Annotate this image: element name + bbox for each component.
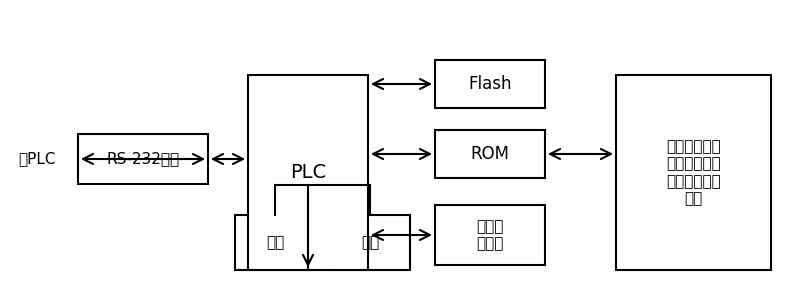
Text: Flash: Flash — [468, 75, 512, 93]
Bar — [78, 134, 208, 184]
Bar — [330, 215, 410, 270]
Text: 纳米纤维表面
涂层的功能化
针织物设备控
制器: 纳米纤维表面 涂层的功能化 针织物设备控 制器 — [666, 139, 721, 206]
Bar — [248, 75, 368, 270]
Text: PLC: PLC — [290, 163, 326, 182]
Text: RS-232接口: RS-232接口 — [106, 151, 179, 166]
Text: ROM: ROM — [470, 145, 510, 163]
Text: 同步接
口电路: 同步接 口电路 — [476, 219, 504, 251]
Text: 至PLC: 至PLC — [18, 151, 55, 166]
Bar — [235, 215, 315, 270]
Bar — [435, 60, 545, 108]
Text: 显示: 显示 — [266, 235, 284, 250]
Bar — [435, 205, 545, 265]
Bar — [435, 130, 545, 178]
Text: 键盘: 键盘 — [361, 235, 379, 250]
Bar — [616, 75, 771, 270]
